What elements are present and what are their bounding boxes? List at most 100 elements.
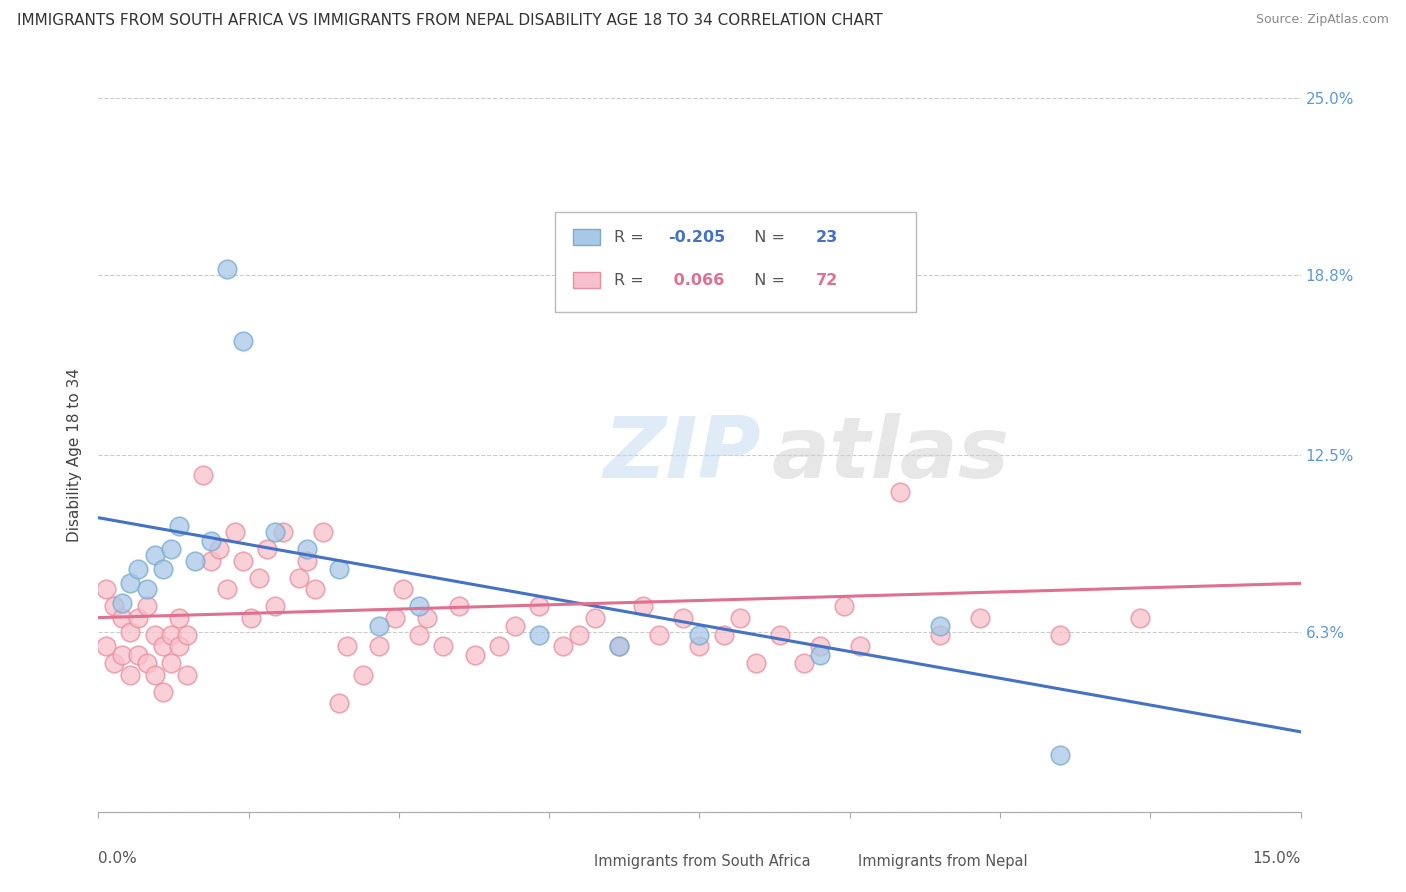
Point bbox=[609, 639, 631, 653]
Point bbox=[488, 639, 510, 653]
Point bbox=[128, 562, 150, 576]
Text: 0.0%: 0.0% bbox=[98, 851, 138, 866]
Text: IMMIGRANTS FROM SOUTH AFRICA VS IMMIGRANTS FROM NEPAL DISABILITY AGE 18 TO 34 CO: IMMIGRANTS FROM SOUTH AFRICA VS IMMIGRAN… bbox=[17, 13, 883, 29]
Text: 72: 72 bbox=[815, 273, 838, 287]
Text: N =: N = bbox=[744, 230, 790, 244]
Point bbox=[120, 667, 142, 681]
Text: atlas: atlas bbox=[772, 413, 1010, 497]
Point bbox=[183, 553, 205, 567]
Point bbox=[239, 610, 262, 624]
Point bbox=[232, 334, 254, 348]
Point bbox=[689, 628, 711, 642]
FancyBboxPatch shape bbox=[820, 854, 846, 870]
Point bbox=[143, 548, 166, 562]
Point bbox=[200, 553, 222, 567]
Point bbox=[408, 628, 430, 642]
Point bbox=[191, 467, 214, 482]
Point bbox=[143, 667, 166, 681]
Point bbox=[672, 610, 695, 624]
Point bbox=[689, 639, 711, 653]
Point bbox=[728, 610, 751, 624]
Point bbox=[96, 582, 118, 596]
Point bbox=[929, 619, 952, 633]
Y-axis label: Disability Age 18 to 34: Disability Age 18 to 34 bbox=[67, 368, 83, 542]
Point bbox=[793, 657, 815, 671]
Point bbox=[120, 624, 142, 639]
Point bbox=[152, 685, 174, 699]
FancyBboxPatch shape bbox=[555, 854, 582, 870]
Point bbox=[969, 610, 991, 624]
Point bbox=[200, 533, 222, 548]
Point bbox=[416, 610, 439, 624]
Point bbox=[336, 639, 359, 653]
Point bbox=[167, 519, 190, 533]
Point bbox=[247, 571, 270, 585]
Point bbox=[529, 628, 551, 642]
Point bbox=[176, 667, 198, 681]
Point bbox=[295, 553, 318, 567]
Point bbox=[312, 524, 335, 539]
Text: 15.0%: 15.0% bbox=[1253, 851, 1301, 866]
FancyBboxPatch shape bbox=[574, 229, 600, 245]
Point bbox=[529, 599, 551, 614]
Point bbox=[159, 657, 181, 671]
Point bbox=[808, 639, 831, 653]
Point bbox=[1049, 628, 1071, 642]
Point bbox=[929, 628, 952, 642]
Point bbox=[159, 542, 181, 557]
Point bbox=[128, 610, 150, 624]
Point bbox=[120, 576, 142, 591]
Point bbox=[328, 696, 350, 710]
Point bbox=[713, 628, 735, 642]
Point bbox=[263, 599, 285, 614]
Point bbox=[464, 648, 486, 662]
Point bbox=[352, 667, 374, 681]
Point bbox=[208, 542, 231, 557]
Text: Source: ZipAtlas.com: Source: ZipAtlas.com bbox=[1256, 13, 1389, 27]
Point bbox=[96, 639, 118, 653]
Point bbox=[392, 582, 415, 596]
Point bbox=[152, 562, 174, 576]
Text: ZIP: ZIP bbox=[603, 413, 761, 497]
Point bbox=[583, 610, 606, 624]
Point bbox=[232, 553, 254, 567]
Point bbox=[304, 582, 326, 596]
Point bbox=[408, 599, 430, 614]
Point bbox=[832, 599, 855, 614]
Text: 23: 23 bbox=[815, 230, 838, 244]
Point bbox=[328, 562, 350, 576]
Point bbox=[167, 639, 190, 653]
Point bbox=[609, 639, 631, 653]
Point bbox=[215, 582, 238, 596]
Point bbox=[256, 542, 278, 557]
Text: R =: R = bbox=[614, 230, 650, 244]
Point bbox=[159, 628, 181, 642]
Text: -0.205: -0.205 bbox=[668, 230, 725, 244]
Point bbox=[648, 628, 671, 642]
Point bbox=[447, 599, 470, 614]
Point bbox=[1129, 610, 1152, 624]
Text: 0.066: 0.066 bbox=[668, 273, 724, 287]
Point bbox=[769, 628, 792, 642]
Point bbox=[103, 657, 125, 671]
Point bbox=[889, 485, 911, 500]
Point bbox=[167, 610, 190, 624]
Point bbox=[633, 599, 655, 614]
Text: R =: R = bbox=[614, 273, 650, 287]
Point bbox=[432, 639, 454, 653]
FancyBboxPatch shape bbox=[574, 272, 600, 288]
Point bbox=[384, 610, 406, 624]
Point bbox=[271, 524, 294, 539]
Point bbox=[135, 582, 157, 596]
Point bbox=[1049, 747, 1071, 762]
Point bbox=[111, 648, 134, 662]
Point bbox=[103, 599, 125, 614]
Point bbox=[368, 619, 391, 633]
Point bbox=[368, 639, 391, 653]
Point bbox=[808, 648, 831, 662]
Point bbox=[849, 639, 872, 653]
Point bbox=[143, 628, 166, 642]
Point bbox=[128, 648, 150, 662]
Point bbox=[215, 262, 238, 277]
Point bbox=[288, 571, 311, 585]
